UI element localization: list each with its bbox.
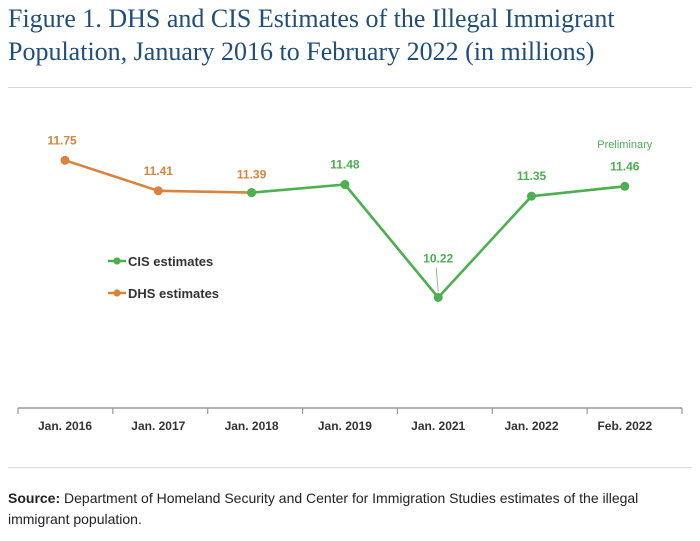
x-tick-label: Jan. 2016 <box>38 419 92 433</box>
source-divider <box>8 467 692 468</box>
series-points <box>60 155 630 302</box>
data-label: 11.35 <box>517 169 547 183</box>
data-point <box>620 181 630 191</box>
data-point <box>433 293 443 302</box>
x-tick-label: Jan. 2021 <box>411 419 465 433</box>
data-label: 11.39 <box>237 168 267 182</box>
x-axis: Jan. 2016 Jan. 2017 Jan. 2018 Jan. 2019 Jan.… <box>17 407 683 433</box>
data-label: 11.41 <box>144 164 174 178</box>
preliminary-annotation: Preliminary <box>597 139 653 151</box>
legend-label: DHS estimates <box>128 286 219 301</box>
data-label: 10.22 <box>423 252 453 266</box>
legend-swatch-marker <box>113 257 121 265</box>
data-label: 11.75 <box>47 133 77 147</box>
data-label: 11.46 <box>610 159 640 173</box>
legend-label: CIS estimates <box>128 254 213 269</box>
line-chart: Jan. 2016 Jan. 2017 Jan. 2018 Jan. 2019 Jan.… <box>17 133 683 433</box>
x-tick-label: Jan. 2022 <box>504 419 558 433</box>
x-tick-label: Feb. 2022 <box>597 419 652 433</box>
data-point <box>247 188 257 198</box>
source-text: Department of Homeland Security and Cent… <box>8 490 639 527</box>
source-label: Source: <box>8 490 61 506</box>
data-label: 11.48 <box>330 158 360 172</box>
chart-title: Figure 1. DHS and CIS Estimates of the I… <box>8 4 615 66</box>
legend: CIS estimates DHS estimates <box>108 254 219 301</box>
data-point <box>153 186 163 196</box>
x-tick-label: Jan. 2019 <box>318 419 372 433</box>
title-divider <box>8 87 692 88</box>
legend-swatch-marker <box>113 289 121 297</box>
x-tick-label: Jan. 2018 <box>225 419 279 433</box>
data-point <box>527 191 536 201</box>
data-labels: 11.75 11.41 11.39 11.48 10.22 11.35 11.46 Preli… <box>47 133 653 292</box>
x-tick-label: Jan. 2017 <box>131 419 185 433</box>
data-point <box>60 155 70 165</box>
data-point <box>340 180 350 190</box>
source-note: Source: Department of Homeland Security … <box>8 488 692 530</box>
data-label-leader <box>435 267 439 292</box>
series-line-cis-estimates <box>251 183 625 299</box>
